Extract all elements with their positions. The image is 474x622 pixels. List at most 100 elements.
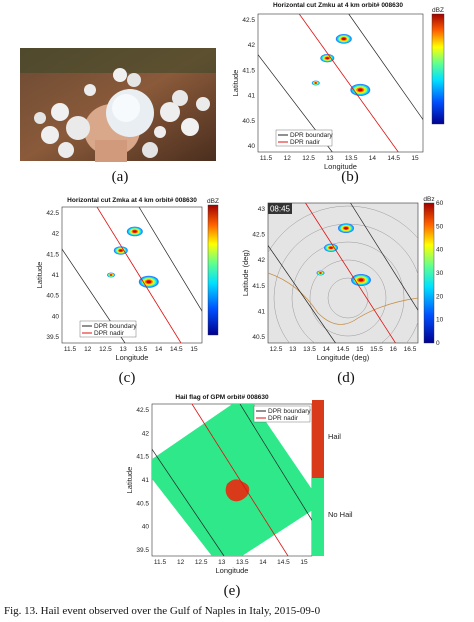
legend-box	[79, 320, 137, 338]
x-tick-label: 15	[411, 155, 419, 162]
colorbar	[431, 13, 445, 125]
legend-label: DPR nadir	[290, 139, 321, 146]
y-tick-label: 42	[258, 257, 266, 264]
plot-content	[258, 14, 423, 152]
echo	[110, 274, 112, 276]
y-tick-label: 42.5	[136, 407, 149, 414]
colorbar-title: dBZ	[207, 198, 219, 205]
y-tick-label: 42.5	[242, 17, 255, 24]
no-hail-area	[152, 404, 312, 556]
boundary-line	[268, 244, 336, 343]
colorbar-title: dBz	[423, 196, 434, 203]
legend-label: DPR nadir	[94, 330, 125, 337]
nadir-line	[96, 207, 182, 343]
x-tick-label: 13.5	[345, 155, 358, 162]
x-axis-label: Longitude	[116, 353, 149, 362]
colorbar	[423, 202, 435, 344]
legend-label: DPR nadir	[268, 415, 299, 422]
boundary-line	[138, 207, 202, 312]
colorbar	[207, 204, 219, 336]
echo	[329, 246, 333, 249]
x-tick-label: 14.5	[337, 346, 350, 353]
x-tick-label: 14.5	[387, 155, 400, 162]
plot-content	[62, 207, 202, 343]
time-box	[268, 203, 292, 214]
boundary-line	[152, 448, 225, 556]
y-tick-label: 40	[142, 524, 150, 531]
x-tick-label: 13.5	[135, 346, 148, 353]
panel: 11.5 12 12.5 13 13.5 14 14.5 15 42.5 42 41.5 41 40.5…	[35, 197, 219, 386]
y-tick-label: 41	[258, 308, 266, 315]
x-tick-label: 15.5	[370, 346, 383, 353]
y-tick-label: 40.5	[252, 334, 265, 341]
x-tick-label: 15	[300, 559, 308, 566]
x-tick-label: 12.5	[99, 346, 112, 353]
echo	[344, 227, 348, 230]
echo	[325, 57, 330, 60]
photo	[20, 48, 216, 162]
x-tick-label: 15	[356, 346, 364, 353]
panel-label: (c)	[119, 370, 136, 386]
colorbar-label: Hail	[328, 432, 341, 441]
colorbar-tick: 50	[436, 223, 444, 230]
boundary-line	[350, 203, 418, 311]
x-tick-label: 11.5	[260, 155, 273, 162]
y-axis-label: Latitude	[231, 70, 240, 97]
y-tick-label: 40.5	[136, 500, 149, 507]
x-tick-label: 13	[120, 346, 128, 353]
x-tick-label: 15	[190, 346, 198, 353]
panel-title: Hail flag of GPM orbit# 008630	[175, 394, 269, 401]
x-tick-label: 11.5	[64, 346, 77, 353]
x-tick-label: 14	[323, 346, 331, 353]
panel-label: (e)	[224, 583, 241, 599]
colorbar-title: dBZ	[432, 7, 444, 14]
panel-label: (d)	[337, 370, 355, 386]
colorbar-tick: 30	[436, 270, 444, 277]
coast	[268, 272, 418, 325]
x-tick-label: 14.5	[277, 559, 290, 566]
range-ring	[291, 241, 405, 343]
y-tick-label: 42.5	[46, 210, 59, 217]
y-axis-label: Latitude (deg)	[241, 249, 250, 296]
y-tick-label: 41	[142, 477, 150, 484]
x-tick-label: 12	[284, 155, 292, 162]
x-tick-label: 16	[390, 346, 398, 353]
x-tick-label: 12.5	[195, 559, 208, 566]
y-tick-label: 43	[258, 206, 266, 213]
y-tick-label: 41.5	[136, 454, 149, 461]
nadir-line	[305, 203, 396, 343]
colorbar-hail	[312, 400, 324, 478]
nadir-line	[298, 14, 399, 152]
y-tick-label: 42	[248, 42, 256, 49]
y-axis-label: Latitude	[35, 262, 44, 289]
panel-title: Horizontal cut Zmka at 4 km orbit# 00863…	[67, 197, 197, 204]
colorbar-label: No Hail	[328, 510, 353, 519]
legend-box	[275, 129, 333, 147]
colorbar-tick: 0	[436, 340, 440, 347]
y-tick-label: 41.5	[46, 251, 59, 258]
y-tick-label: 40	[52, 313, 60, 320]
panel: 11.5 12 12.5 13 13.5 14 14.5 15 42.5 42 41.5 41 40.5…	[125, 394, 353, 599]
echo	[341, 37, 346, 41]
time-label: 08:45	[270, 205, 291, 214]
x-tick-label: 12.5	[270, 346, 283, 353]
panel: 12.5 13 13.5 14 14.5 15 15.5 16 16.5 43 42.5 42 41.5…	[241, 196, 444, 386]
colorbar-tick: 60	[436, 200, 444, 207]
echo	[132, 230, 137, 233]
y-tick-label: 42.5	[252, 232, 265, 239]
echo	[319, 272, 322, 274]
echo	[357, 88, 363, 92]
x-tick-label: 13	[218, 559, 226, 566]
range-ring	[309, 259, 387, 337]
x-tick-label: 14	[259, 559, 267, 566]
x-tick-label: 12.5	[302, 155, 315, 162]
plot-content	[152, 404, 312, 556]
x-tick-label: 12	[84, 346, 92, 353]
x-axis-label: Longitude	[216, 566, 249, 575]
y-tick-label: 39.5	[136, 547, 149, 554]
panel-title: Horizontal cut Zmku at 4 km orbit# 00863…	[273, 2, 403, 9]
colorbar-tick: 20	[436, 293, 444, 300]
y-tick-label: 39.5	[46, 334, 59, 341]
legend-label: DPR boundary	[290, 132, 333, 139]
